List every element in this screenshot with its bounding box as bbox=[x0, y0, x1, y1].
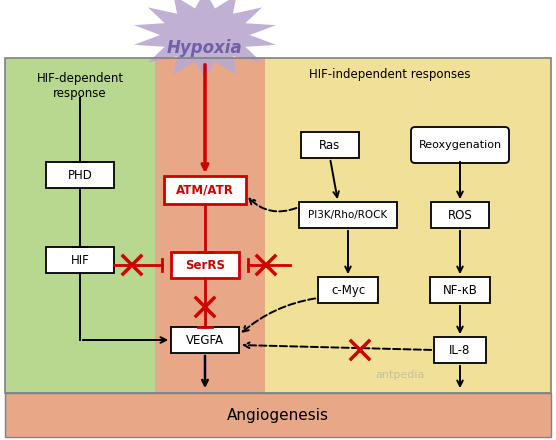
Text: Angiogenesis: Angiogenesis bbox=[227, 407, 329, 422]
Bar bbox=[431, 202, 489, 228]
Bar bbox=[5, 393, 551, 437]
Text: Ras: Ras bbox=[319, 139, 341, 151]
Text: ATM/ATR: ATM/ATR bbox=[176, 183, 234, 197]
Text: antpedia: antpedia bbox=[375, 370, 425, 380]
Bar bbox=[5, 58, 155, 393]
Bar bbox=[46, 247, 114, 273]
Text: PHD: PHD bbox=[68, 169, 92, 181]
Text: c-Myc: c-Myc bbox=[331, 283, 365, 297]
FancyBboxPatch shape bbox=[411, 127, 509, 163]
Polygon shape bbox=[134, 0, 276, 79]
Text: IL-8: IL-8 bbox=[449, 344, 471, 356]
Bar bbox=[301, 132, 359, 158]
Text: NF-κB: NF-κB bbox=[443, 283, 478, 297]
Bar bbox=[171, 327, 239, 353]
Bar bbox=[434, 337, 486, 363]
Text: Hypoxia: Hypoxia bbox=[167, 39, 243, 57]
Text: VEGFA: VEGFA bbox=[186, 334, 224, 347]
Bar bbox=[155, 58, 265, 393]
Bar bbox=[318, 277, 378, 303]
Text: HIF-dependent
response: HIF-dependent response bbox=[37, 72, 123, 100]
Text: ROS: ROS bbox=[448, 209, 473, 221]
Bar bbox=[265, 58, 551, 393]
Bar bbox=[46, 162, 114, 188]
Bar bbox=[164, 176, 246, 204]
Bar bbox=[171, 252, 239, 278]
Bar bbox=[5, 58, 551, 393]
Text: Reoxygenation: Reoxygenation bbox=[419, 140, 502, 150]
Text: HIF: HIF bbox=[71, 253, 90, 267]
Bar bbox=[299, 202, 397, 228]
Text: SerRS: SerRS bbox=[185, 259, 225, 271]
Bar bbox=[430, 277, 490, 303]
Text: PI3K/Rho/ROCK: PI3K/Rho/ROCK bbox=[309, 210, 388, 220]
Text: HIF-independent responses: HIF-independent responses bbox=[309, 68, 471, 81]
